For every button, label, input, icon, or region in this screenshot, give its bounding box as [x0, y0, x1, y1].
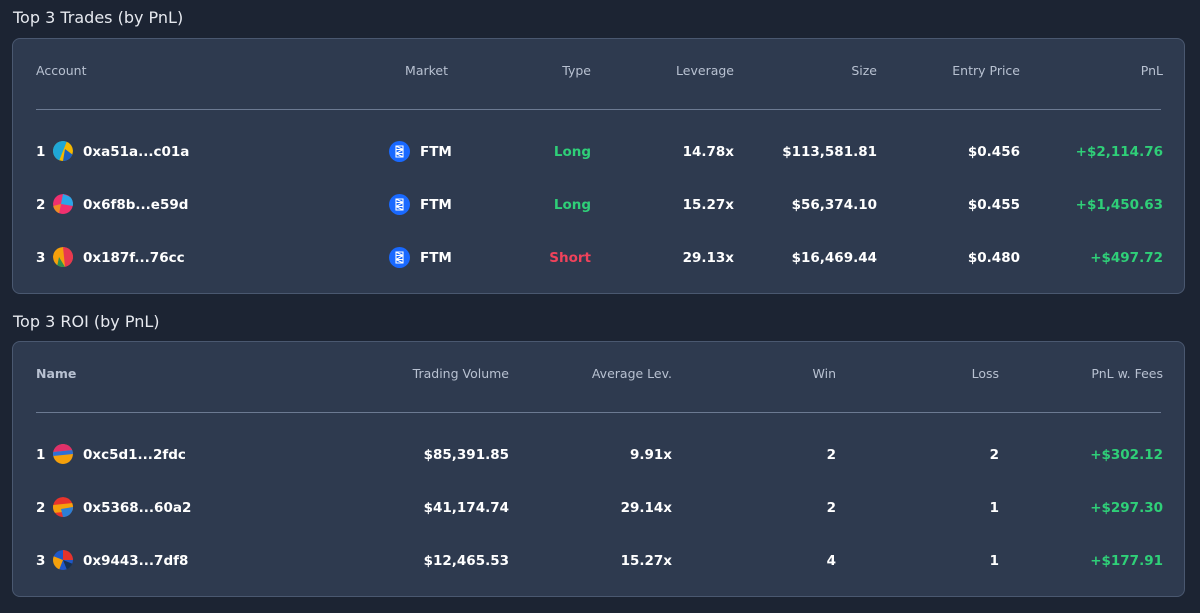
market-symbol: FTM	[420, 197, 452, 213]
trade-type: Short	[549, 250, 591, 266]
account-address[interactable]: 0x6f8b...e59d	[83, 197, 189, 213]
leverage: 15.27x	[682, 197, 734, 213]
table-row[interactable]: 3 0x187f...76cc FTM Short 29.13x $16,469…	[13, 243, 1184, 273]
market-symbol: FTM	[420, 144, 452, 160]
trading-volume: $41,174.74	[423, 500, 509, 516]
header-win[interactable]: Win	[812, 366, 836, 381]
rank: 1	[36, 447, 46, 463]
table-row[interactable]: 2 0x6f8b...e59d FTM Long 15.27x $56,374.…	[13, 190, 1184, 220]
header-market[interactable]: Market	[405, 63, 448, 78]
header-entry-price[interactable]: Entry Price	[952, 63, 1020, 78]
avatar	[53, 550, 73, 570]
trading-volume: $12,465.53	[423, 553, 509, 569]
account-address[interactable]: 0xa51a...c01a	[83, 144, 190, 160]
loss-count: 1	[989, 553, 999, 569]
account-address[interactable]: 0xc5d1...2fdc	[83, 447, 186, 463]
average-leverage: 15.27x	[620, 553, 672, 569]
avatar	[53, 497, 73, 517]
loss-count: 2	[989, 447, 999, 463]
entry-price: $0.456	[967, 144, 1020, 160]
leverage: 14.78x	[682, 144, 734, 160]
header-pnl-fees[interactable]: PnL w. Fees	[1091, 366, 1163, 381]
rank: 1	[36, 144, 46, 160]
avatar	[53, 141, 73, 161]
average-leverage: 29.14x	[620, 500, 672, 516]
rank: 3	[36, 553, 46, 569]
avatar	[53, 194, 73, 214]
top-roi-table: Name Trading Volume Average Lev. Win Los…	[12, 341, 1185, 597]
pnl-with-fees: +$177.91	[1090, 553, 1163, 569]
pnl: +$1,450.63	[1075, 197, 1163, 213]
header-leverage[interactable]: Leverage	[676, 63, 734, 78]
header-size[interactable]: Size	[851, 63, 877, 78]
table-row[interactable]: 1 0xc5d1...2fdc $85,391.85 9.91x 2 2 +$3…	[13, 440, 1184, 470]
trading-volume: $85,391.85	[423, 447, 509, 463]
rank: 2	[36, 197, 46, 213]
entry-price: $0.480	[967, 250, 1020, 266]
pnl: +$2,114.76	[1075, 144, 1163, 160]
roi-section-title: Top 3 ROI (by PnL)	[13, 312, 160, 331]
entry-price: $0.455	[967, 197, 1020, 213]
size: $56,374.10	[791, 197, 877, 213]
fantom-icon	[389, 141, 410, 162]
leverage: 29.13x	[682, 250, 734, 266]
account-address[interactable]: 0x9443...7df8	[83, 553, 189, 569]
win-count: 2	[826, 500, 836, 516]
market-symbol: FTM	[420, 250, 452, 266]
table-row[interactable]: 1 0xa51a...c01a FTM Long 14.78x $113,581…	[13, 137, 1184, 167]
win-count: 2	[826, 447, 836, 463]
loss-count: 1	[989, 500, 999, 516]
header-account[interactable]: Account	[36, 63, 87, 78]
header-average-lev[interactable]: Average Lev.	[591, 366, 672, 381]
fantom-icon	[389, 247, 410, 268]
header-divider	[36, 412, 1161, 413]
header-divider	[36, 109, 1161, 110]
header-pnl[interactable]: PnL	[1140, 63, 1163, 78]
win-count: 4	[826, 553, 836, 569]
rank: 2	[36, 500, 46, 516]
table-row[interactable]: 2 0x5368...60a2 $41,174.74 29.14x 2 1 +$…	[13, 493, 1184, 523]
account-address[interactable]: 0x187f...76cc	[83, 250, 185, 266]
size: $113,581.81	[782, 144, 877, 160]
rank: 3	[36, 250, 46, 266]
header-type[interactable]: Type	[562, 63, 591, 78]
header-name[interactable]: Name	[36, 366, 77, 381]
account-address[interactable]: 0x5368...60a2	[83, 500, 192, 516]
header-trading-volume[interactable]: Trading Volume	[412, 366, 509, 381]
size: $16,469.44	[791, 250, 877, 266]
pnl: +$497.72	[1090, 250, 1163, 266]
trades-section-title: Top 3 Trades (by PnL)	[13, 8, 184, 27]
table-row[interactable]: 3 0x9443...7df8 $12,465.53 15.27x 4 1 +$…	[13, 546, 1184, 576]
fantom-icon	[389, 194, 410, 215]
avatar	[53, 247, 73, 267]
trade-type: Long	[553, 144, 591, 160]
avatar	[53, 444, 73, 464]
header-loss[interactable]: Loss	[971, 366, 999, 381]
pnl-with-fees: +$302.12	[1090, 447, 1163, 463]
average-leverage: 9.91x	[629, 447, 672, 463]
top-trades-table: Account Market Type Leverage Size Entry …	[12, 38, 1185, 294]
trade-type: Long	[553, 197, 591, 213]
pnl-with-fees: +$297.30	[1090, 500, 1163, 516]
